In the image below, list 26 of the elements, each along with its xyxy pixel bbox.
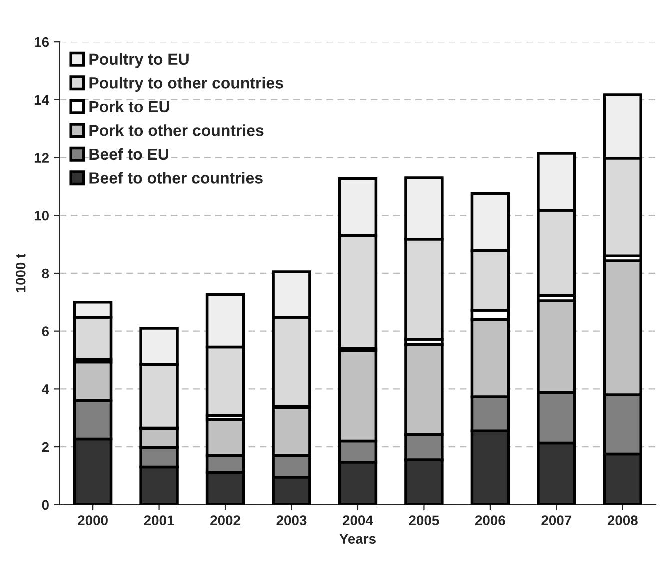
legend-label: Poultry to EU bbox=[90, 53, 189, 68]
y-tick-label: 8 bbox=[42, 268, 50, 279]
x-tick-label: 2008 bbox=[608, 516, 638, 526]
x-tick-label: 2007 bbox=[542, 516, 572, 526]
x-tick-label: 2005 bbox=[409, 516, 440, 526]
legend-label: Beef to other countries bbox=[90, 172, 263, 184]
legend-label: Beef to EU bbox=[90, 148, 168, 160]
y-tick-label: 2 bbox=[42, 442, 49, 452]
y-tick-label: 12 bbox=[34, 153, 49, 163]
y-tick-label: 10 bbox=[34, 210, 49, 221]
y-axis-title: 1000 t bbox=[16, 254, 26, 292]
legend-label: Pork to other countries bbox=[90, 124, 264, 136]
legend-label: Pork to EU bbox=[90, 100, 170, 113]
x-tick-label: 2000 bbox=[78, 516, 108, 526]
legend-label: Poultry to other countries bbox=[90, 77, 284, 92]
y-tick-label: 0 bbox=[42, 500, 49, 510]
x-tick-label: 2003 bbox=[276, 516, 307, 526]
x-tick-label: 2002 bbox=[210, 516, 240, 526]
x-tick-label: 2006 bbox=[475, 516, 506, 526]
x-tick-label: 2001 bbox=[144, 516, 174, 526]
y-tick-label: 14 bbox=[34, 95, 50, 105]
y-tick-label: 16 bbox=[34, 37, 50, 48]
x-axis-title: Years bbox=[340, 534, 376, 544]
y-tick-label: 4 bbox=[42, 384, 50, 394]
y-tick-label: 6 bbox=[42, 326, 50, 337]
x-tick-label: 2004 bbox=[343, 516, 374, 526]
